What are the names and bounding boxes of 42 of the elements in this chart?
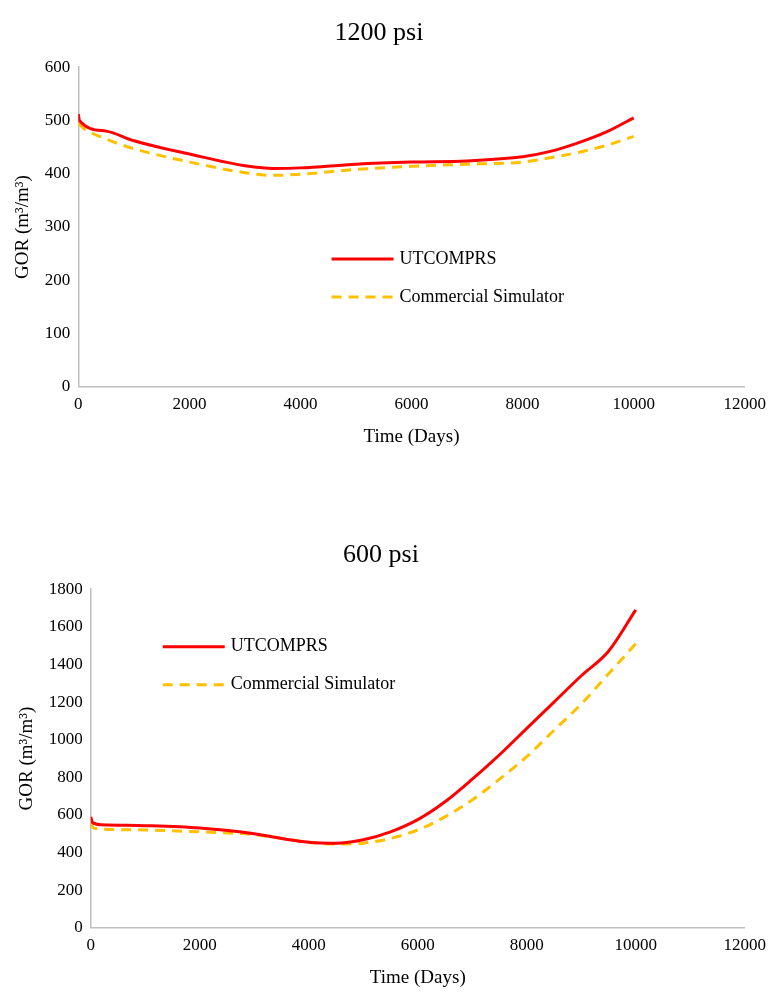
y-tick-label: 500 — [44, 109, 71, 129]
y-tick-label: 0 — [74, 917, 83, 937]
y-tick-label: 600 — [57, 804, 83, 824]
y-tick-label: 400 — [44, 163, 71, 183]
y-tick-label: 1800 — [48, 578, 83, 598]
legend-label: Commercial Simulator — [399, 285, 565, 306]
x-tick-label: 12000 — [723, 935, 766, 955]
y-tick-label: 0 — [61, 376, 71, 396]
legend-label: UTCOMPRS — [399, 247, 497, 268]
x-tick-label: 2000 — [172, 394, 207, 414]
y-tick-label: 400 — [57, 842, 83, 862]
x-tick-label: 0 — [86, 935, 96, 955]
x-tick-label: 2000 — [182, 935, 217, 955]
x-tick-label: 6000 — [394, 394, 429, 414]
x-tick-label: 8000 — [509, 935, 544, 955]
y-tick-label: 200 — [57, 879, 83, 899]
x-tick-label: 8000 — [505, 394, 540, 414]
x-tick-label: 4000 — [283, 394, 318, 414]
chart-title: 1200 psi — [334, 17, 424, 47]
y-tick-label: 300 — [44, 216, 71, 236]
y-tick-label: 800 — [57, 766, 83, 786]
x-axis-title: Time (Days) — [363, 424, 460, 447]
x-axis-title: Time (Days) — [369, 965, 466, 988]
chart-title: 600 psi — [343, 539, 419, 569]
y-tick-label: 1000 — [48, 729, 83, 749]
y-tick-label: 600 — [44, 56, 71, 76]
y-tick-label: 1600 — [48, 616, 83, 636]
y-tick-label: 1400 — [48, 653, 83, 673]
line-series — [78, 121, 636, 177]
y-tick-label: 1200 — [48, 691, 83, 711]
x-tick-label: 10000 — [614, 935, 658, 955]
x-tick-label: 4000 — [291, 935, 326, 955]
x-tick-label: 12000 — [723, 394, 766, 414]
line-series — [78, 112, 636, 170]
y-tick-label: 100 — [44, 323, 71, 342]
y-axis-title: GOR (m³/m³) — [11, 175, 34, 279]
y-tick-label: 200 — [44, 269, 71, 289]
x-tick-label: 10000 — [612, 394, 655, 414]
legend-label: UTCOMPRS — [230, 635, 328, 656]
x-tick-label: 6000 — [400, 935, 435, 955]
legend-label: Commercial Simulator — [230, 673, 396, 694]
y-axis-title: GOR (m³/m³) — [15, 706, 38, 811]
